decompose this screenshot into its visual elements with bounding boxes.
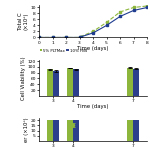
Bar	[47, 120, 53, 141]
Bar	[73, 120, 79, 141]
Bar	[67, 68, 73, 96]
X-axis label: Time (days): Time (days)	[77, 104, 109, 109]
Bar	[53, 71, 59, 96]
Y-axis label: Cell Viability (%): Cell Viability (%)	[21, 56, 26, 99]
Bar	[47, 69, 53, 96]
Bar	[127, 68, 133, 96]
X-axis label: Time (days): Time (days)	[77, 46, 109, 51]
Y-axis label: Total C
(×10⁶): Total C (×10⁶)	[18, 12, 29, 30]
Bar	[133, 120, 139, 141]
Bar	[133, 69, 139, 96]
Y-axis label: er (×10⁶): er (×10⁶)	[24, 117, 29, 142]
Bar	[67, 120, 73, 141]
Legend: 5% PLTMax, 10% FBS: 5% PLTMax, 10% FBS	[39, 48, 88, 53]
Bar	[53, 120, 59, 141]
Bar	[73, 69, 79, 96]
Bar	[127, 120, 133, 141]
